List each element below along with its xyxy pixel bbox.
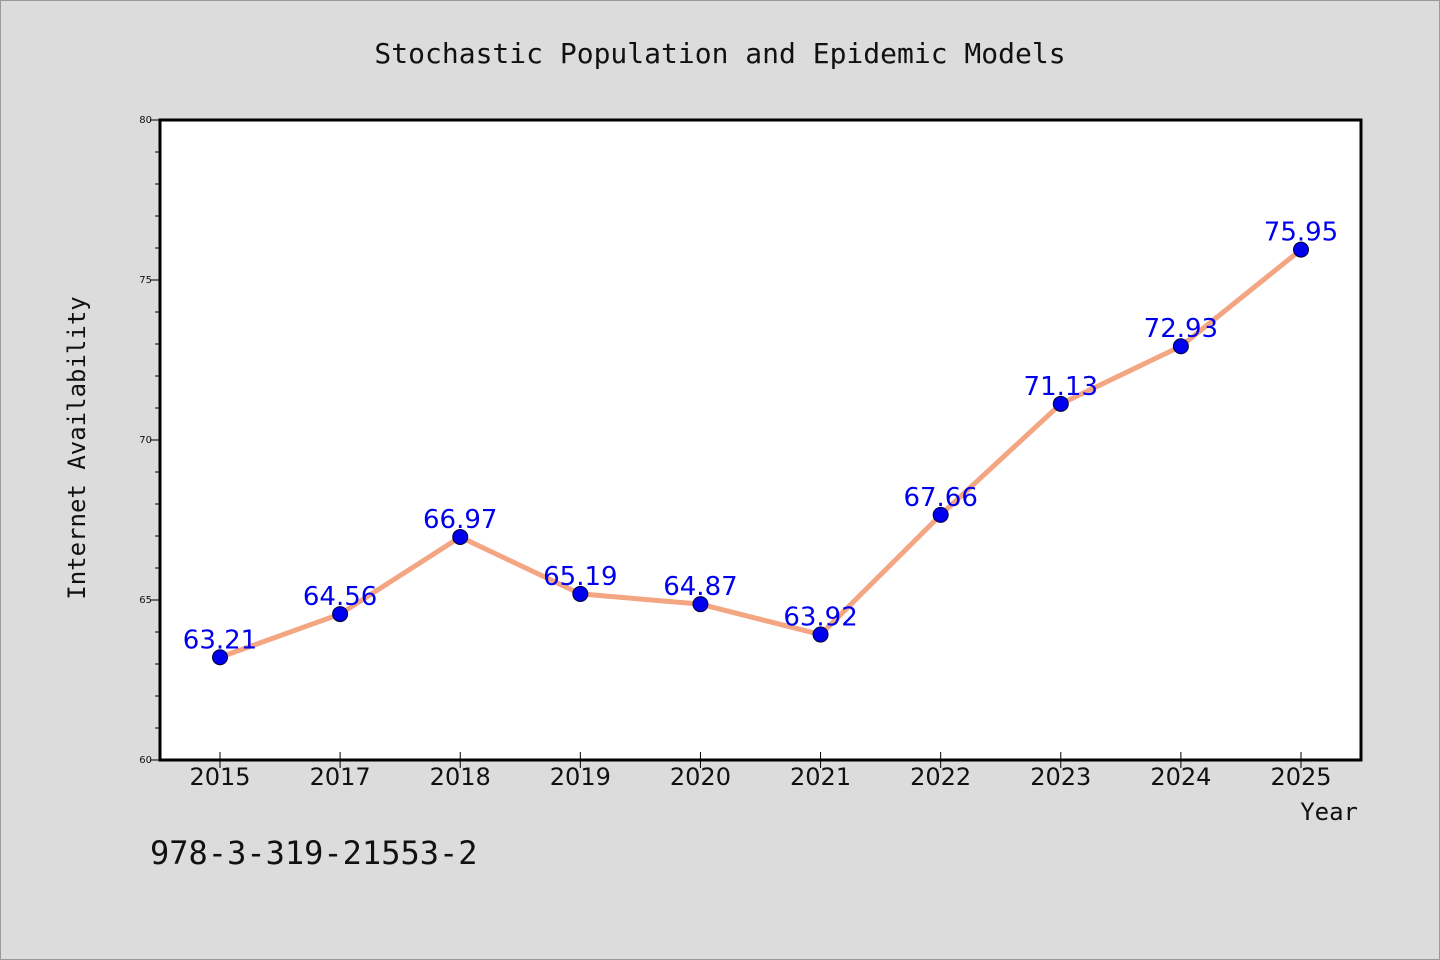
data-label: 67.66: [903, 483, 977, 513]
x-tick-label: 2024: [1150, 763, 1211, 791]
x-tick-label: 2021: [790, 763, 851, 791]
data-point: [572, 585, 589, 602]
data-label: 64.87: [663, 572, 737, 602]
isbn-text: 978-3-319-21553-2: [150, 834, 478, 872]
plot-area: [158, 118, 1363, 762]
data-label: 65.19: [543, 562, 617, 592]
x-tick-label: 2018: [430, 763, 491, 791]
series-line: [217, 247, 1304, 660]
y-tick-label: 75: [139, 275, 152, 286]
data-label: 63.21: [183, 625, 257, 655]
data-label: 72.93: [1144, 314, 1218, 344]
x-axis: 2015 2017 2018 2019 2020 2021 2022 2023 2024 2025: [189, 752, 1332, 791]
data-point: [332, 606, 349, 623]
data-label: 64.56: [303, 582, 377, 612]
data-point: [1172, 338, 1189, 355]
data-label: 63.92: [783, 603, 857, 633]
data-label: 66.97: [423, 505, 497, 535]
y-tick-label: 65: [139, 595, 152, 606]
data-point: [1293, 241, 1309, 258]
x-tick-label: 2023: [1030, 763, 1091, 791]
x-tick-label: 2015: [189, 763, 250, 791]
data-point: [692, 596, 709, 613]
series-layer: 63.21 64.56 66.97 65.19 64.87 63.92 67.66 71.13…: [183, 218, 1338, 666]
data-point: [1052, 395, 1069, 412]
chart-title: Stochastic Population and Epidemic Model…: [374, 37, 1065, 70]
y-tick-label: 80: [139, 115, 152, 126]
x-axis-label: Year: [1300, 798, 1358, 826]
x-tick-label: 2019: [550, 763, 611, 791]
x-tick-label: 2020: [670, 763, 731, 791]
y-axis: 60 65 70 75 80: [139, 115, 160, 766]
data-label: 75.95: [1264, 218, 1338, 248]
data-point: [812, 626, 829, 643]
data-point: [932, 506, 949, 523]
data-label: 71.13: [1024, 372, 1098, 402]
y-tick-label: 60: [139, 755, 152, 766]
x-tick-label: 2025: [1270, 763, 1331, 791]
y-tick-label: 70: [139, 435, 152, 446]
data-point: [212, 649, 228, 666]
y-axis-label: Internet Availability: [63, 296, 91, 599]
x-tick-label: 2022: [910, 763, 971, 791]
data-point: [452, 528, 469, 545]
x-tick-label: 2017: [310, 763, 371, 791]
